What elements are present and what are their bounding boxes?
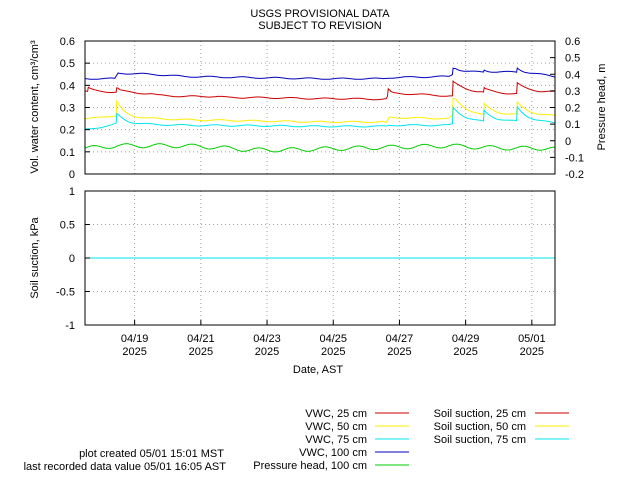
x-tick-year-4: 2025 bbox=[387, 346, 411, 358]
x-tick-date-3: 04/25 bbox=[319, 333, 347, 345]
suction-tick-0: -1 bbox=[65, 320, 75, 332]
pressure-tick-0: -0.2 bbox=[565, 169, 584, 181]
top-plot-frame bbox=[84, 40, 556, 175]
legend-suction-label-2: Soil suction, 75 cm bbox=[434, 434, 526, 446]
x-tick-date-5: 04/29 bbox=[452, 333, 480, 345]
suction-tick-1: -0.5 bbox=[56, 287, 75, 299]
plot-created-note: plot created 05/01 15:01 MST bbox=[79, 448, 224, 460]
suction-tick-2: 0 bbox=[69, 253, 75, 265]
pressure-tick-6: 0.4 bbox=[565, 69, 580, 81]
pressure-tick-1: -0.1 bbox=[565, 152, 584, 164]
suction-tick-3: 0.5 bbox=[60, 220, 75, 232]
vwc-tick-4: 0.4 bbox=[60, 80, 75, 92]
legend-label-2: VWC, 75 cm bbox=[305, 434, 367, 446]
x-tick-date-4: 04/27 bbox=[386, 333, 414, 345]
x-tick-year-0: 2025 bbox=[122, 346, 146, 358]
x-tick-year-3: 2025 bbox=[321, 346, 345, 358]
pressure-tick-4: 0.2 bbox=[565, 103, 580, 115]
series-vwc-100-cm bbox=[84, 66, 556, 80]
suction-tick-4: 1 bbox=[69, 186, 75, 198]
x-tick-date-2: 04/23 bbox=[253, 333, 281, 345]
series-pressure-head-100-cm bbox=[84, 143, 555, 153]
suction-axis-label: Soil suction, kPa bbox=[29, 216, 41, 298]
x-tick-year-1: 2025 bbox=[189, 346, 213, 358]
top-plot-series bbox=[84, 66, 556, 153]
revision-subtitle: SUBJECT TO REVISION bbox=[258, 20, 382, 32]
legend-label-0: VWC, 25 cm bbox=[305, 408, 367, 420]
date-axis-label: Date, AST bbox=[293, 364, 343, 376]
pressure-tick-2: 0 bbox=[565, 136, 571, 148]
bottom-plot-ticks: 04/19202504/21202504/23202504/25202504/2… bbox=[56, 186, 546, 358]
pressure-tick-5: 0.3 bbox=[565, 86, 580, 98]
x-tick-date-6: 05/01 bbox=[518, 333, 546, 345]
vwc-tick-5: 0.5 bbox=[60, 58, 75, 70]
series-vwc-25-cm bbox=[84, 79, 555, 101]
pressure-axis-label: Pressure head, m bbox=[596, 64, 608, 151]
pressure-tick-3: 0.1 bbox=[565, 119, 580, 131]
top-plot-ticks: 0 0.1 0.2 0.3 0.4 0.5 0.6 -0.2 -0.1 0 0.1 0.2 0.3 0.4… bbox=[60, 36, 584, 181]
legend-label-1: VWC, 50 cm bbox=[305, 421, 367, 433]
vwc-axis-label: Vol. water content, cm³/cm³ bbox=[29, 40, 41, 174]
series-vwc-75-cm bbox=[84, 105, 556, 130]
legend-label-4: Pressure head, 100 cm bbox=[253, 460, 367, 472]
vwc-tick-0: 0 bbox=[69, 169, 75, 181]
x-tick-date-0: 04/19 bbox=[121, 333, 149, 345]
legend-suction-label-0: Soil suction, 25 cm bbox=[434, 408, 526, 420]
x-tick-date-1: 04/21 bbox=[187, 333, 215, 345]
legend-label-3: VWC, 100 cm bbox=[299, 447, 367, 459]
pressure-tick-7: 0.5 bbox=[565, 53, 580, 65]
provisional-title: USGS PROVISIONAL DATA bbox=[250, 8, 390, 20]
vwc-tick-1: 0.1 bbox=[60, 147, 75, 159]
vwc-tick-6: 0.6 bbox=[60, 36, 75, 48]
vwc-tick-3: 0.3 bbox=[60, 103, 75, 115]
top-plot-grid bbox=[85, 41, 555, 174]
last-value-note: last recorded data value 05/01 16:05 AST bbox=[24, 461, 227, 473]
legend-suction-label-1: Soil suction, 50 cm bbox=[434, 421, 526, 433]
x-tick-year-6: 2025 bbox=[520, 346, 544, 358]
pressure-tick-8: 0.6 bbox=[565, 36, 580, 48]
x-tick-year-5: 2025 bbox=[453, 346, 477, 358]
x-tick-year-2: 2025 bbox=[255, 346, 279, 358]
series-vwc-50-cm bbox=[84, 97, 556, 124]
vwc-tick-2: 0.2 bbox=[60, 125, 75, 137]
